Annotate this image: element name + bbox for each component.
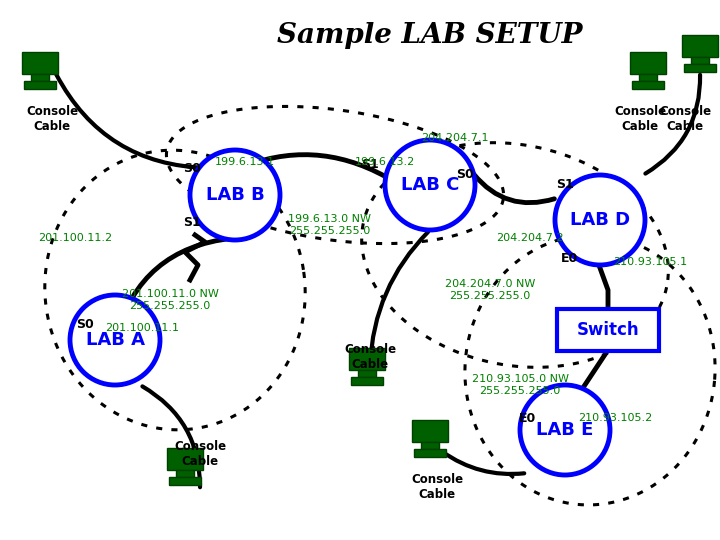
FancyBboxPatch shape [414, 449, 446, 457]
FancyBboxPatch shape [557, 309, 659, 351]
Text: 201.100.11.0 NW
255.255.255.0: 201.100.11.0 NW 255.255.255.0 [122, 289, 218, 311]
Text: 204.204.7.1: 204.204.7.1 [421, 133, 489, 143]
Text: Console
Cable: Console Cable [614, 105, 666, 133]
Text: Console
Cable: Console Cable [174, 440, 226, 468]
Circle shape [555, 175, 645, 265]
Text: Console
Cable: Console Cable [659, 105, 711, 133]
Text: S0: S0 [456, 168, 474, 181]
FancyBboxPatch shape [682, 35, 718, 57]
Text: 210.93.105.0 NW
255.255.255.0: 210.93.105.0 NW 255.255.255.0 [472, 374, 569, 396]
FancyBboxPatch shape [630, 52, 666, 74]
Circle shape [190, 150, 280, 240]
Text: Console
Cable: Console Cable [26, 105, 78, 133]
Circle shape [520, 385, 610, 475]
Text: Sample LAB SETUP: Sample LAB SETUP [277, 22, 582, 49]
FancyBboxPatch shape [639, 74, 657, 81]
Text: E0: E0 [562, 252, 579, 265]
Text: 201.100.11.1: 201.100.11.1 [105, 323, 179, 333]
Text: 199.6.13.2: 199.6.13.2 [355, 157, 415, 167]
Text: LAB E: LAB E [536, 421, 594, 439]
Text: 204.204.7.0 NW
255.255.255.0: 204.204.7.0 NW 255.255.255.0 [445, 279, 535, 301]
FancyBboxPatch shape [421, 442, 439, 449]
FancyBboxPatch shape [632, 81, 664, 89]
Text: 210.93.105.1: 210.93.105.1 [613, 257, 687, 267]
Text: 210.93.105.2: 210.93.105.2 [578, 413, 652, 423]
FancyBboxPatch shape [691, 57, 709, 64]
FancyBboxPatch shape [358, 370, 376, 377]
Text: Switch: Switch [577, 321, 639, 339]
Text: LAB B: LAB B [206, 186, 264, 204]
FancyBboxPatch shape [351, 377, 383, 385]
FancyBboxPatch shape [168, 477, 201, 485]
Text: 201.100.11.2: 201.100.11.2 [38, 233, 112, 243]
Circle shape [70, 295, 160, 385]
Text: S1: S1 [183, 215, 201, 228]
Text: 199.6.13.1: 199.6.13.1 [215, 157, 275, 167]
Text: Console
Cable: Console Cable [411, 473, 463, 501]
FancyBboxPatch shape [24, 81, 56, 89]
Text: LAB A: LAB A [86, 331, 145, 349]
Text: S0: S0 [76, 319, 94, 332]
Text: 204.204.7.2: 204.204.7.2 [496, 233, 564, 243]
FancyBboxPatch shape [22, 52, 58, 74]
Text: LAB C: LAB C [401, 176, 459, 194]
Circle shape [385, 140, 475, 230]
FancyBboxPatch shape [684, 64, 716, 72]
Text: S0: S0 [183, 161, 201, 174]
FancyBboxPatch shape [412, 420, 448, 442]
Text: S1: S1 [361, 159, 379, 172]
Text: LAB D: LAB D [570, 211, 630, 229]
Text: S1: S1 [556, 179, 574, 192]
FancyBboxPatch shape [176, 470, 194, 477]
Text: 199.6.13.0 NW
255.255.255.0: 199.6.13.0 NW 255.255.255.0 [289, 214, 372, 236]
Text: Console
Cable: Console Cable [344, 343, 396, 371]
FancyBboxPatch shape [167, 448, 203, 470]
FancyBboxPatch shape [349, 348, 385, 370]
Text: E0: E0 [518, 411, 536, 424]
FancyBboxPatch shape [31, 74, 49, 81]
